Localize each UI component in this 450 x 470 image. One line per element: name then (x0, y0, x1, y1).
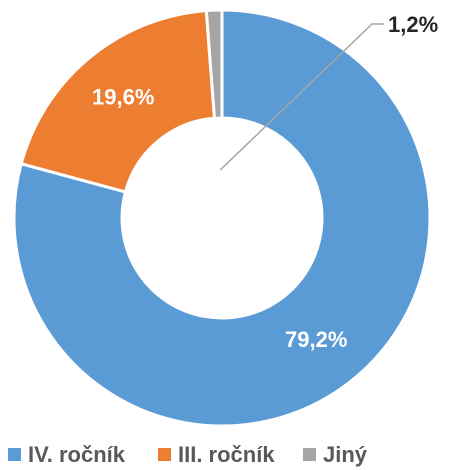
donut-segment (19, 8, 217, 194)
donut-segment (12, 8, 432, 428)
legend-label: IV. ročník (28, 442, 126, 467)
legend-swatch (158, 448, 171, 461)
data-label: 1,2% (388, 12, 438, 37)
legend-swatch (8, 448, 21, 461)
data-label: 79,2% (285, 327, 347, 352)
data-label: 19,6% (92, 84, 154, 109)
legend-swatch (303, 448, 316, 461)
donut-segment (204, 8, 224, 120)
leader-line (219, 23, 384, 171)
legend-label: Jiný (323, 442, 368, 467)
legend-label: III. ročník (178, 442, 275, 467)
